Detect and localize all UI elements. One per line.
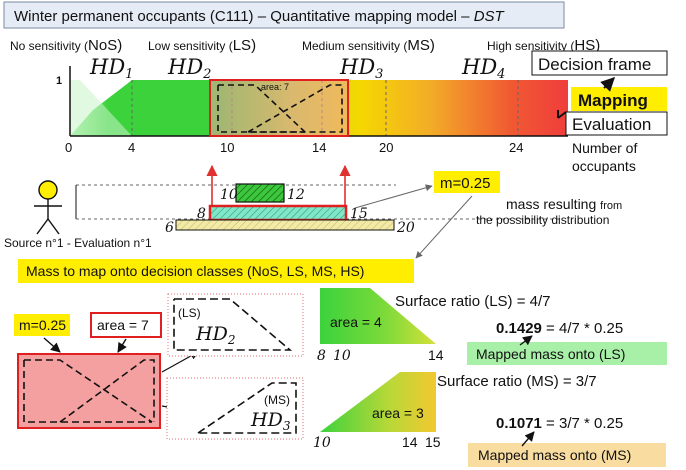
mapped-ms-box <box>468 443 666 467</box>
evaluation-box <box>565 111 668 136</box>
x-tick-4: 4 <box>128 140 135 155</box>
decision-frame-box <box>531 50 668 76</box>
frame-arrow-left <box>557 111 567 119</box>
ms-tag: (MS) <box>264 393 290 407</box>
mass-note-line1: mass resulting from <box>506 196 622 212</box>
arrow-mass-to-rect <box>43 337 61 353</box>
mass-badge <box>434 171 500 193</box>
bar-top-left-value: 10 <box>220 187 238 203</box>
label-low-sensitivity: Low sensitivity (LS) <box>148 37 256 54</box>
ls-tag: (LS) <box>178 306 201 320</box>
label-medium-sensitivity: Medium sensitivity (MS) <box>302 37 435 54</box>
bar-6-20 <box>175 219 395 231</box>
x-axis-label-line2: occupants <box>572 158 636 174</box>
bar-mid-left-value: 8 <box>197 206 206 222</box>
bar-8-15 <box>208 204 348 222</box>
ms-outline-box <box>166 377 304 440</box>
lower-mass-value: m=0.25 <box>19 317 66 333</box>
ls-axis-8: 8 <box>317 348 326 364</box>
mapped-ls-box <box>467 342 667 365</box>
result-ls: 0.1429 = 4/7 * 0.25 <box>496 320 623 337</box>
lower-mass-badge <box>14 314 70 336</box>
label-high-sensitivity: High sensitivity (HS) <box>487 37 600 54</box>
ms-area-label: area = 3 <box>372 405 424 421</box>
mass-rect-ls-diagonal <box>24 359 153 423</box>
ls-axis-14: 14 <box>428 347 444 363</box>
ms-axis-15: 15 <box>425 434 441 450</box>
x-axis-label-line1: Number of <box>572 140 637 156</box>
ms-axis-14: 14 <box>402 434 418 450</box>
title-box <box>3 1 565 29</box>
hd2-dashed-triangle-base <box>217 85 305 133</box>
x-tick-24: 24 <box>509 140 523 155</box>
bar-mid-right-value: 15 <box>350 206 368 222</box>
arrow-to-mass <box>354 184 433 209</box>
hd2-dashed-triangle <box>218 84 306 133</box>
arrow-area-to-rect <box>117 338 127 353</box>
hd1-fade <box>70 80 132 136</box>
area-7-badge <box>90 312 162 338</box>
ms-hd3-label: HD3 <box>250 409 291 433</box>
page-title: Winter permanent occupants (C111) – Quan… <box>14 8 506 25</box>
evaluation-label: Evaluation <box>572 115 651 134</box>
hd3-label: HD3 <box>339 55 383 82</box>
mass-rect-ls-base <box>23 360 152 423</box>
x-tick-0: 0 <box>65 140 72 155</box>
x-tick-14: 14 <box>312 140 326 155</box>
arrow-mass-to-mapping <box>415 195 473 259</box>
frame-arrow-up <box>600 77 615 92</box>
source-label: Source n°1 - Evaluation n°1 <box>4 236 152 250</box>
mapping-heading: Mass to map onto decision classes (NoS, … <box>26 263 364 279</box>
x-tick-20: 20 <box>379 140 393 155</box>
label-no-sensitivity: No sensitivity (NoS) <box>10 37 122 54</box>
ms-outline-triangle <box>197 382 297 434</box>
arrow-mapped-ms <box>521 431 535 447</box>
ms-axis-10: 10 <box>313 435 331 451</box>
ratio-ls: Surface ratio (LS) = 4/7 <box>395 293 551 310</box>
mass-rect-ms-diagonal <box>59 359 155 423</box>
y-tick-1: 1 <box>56 75 62 87</box>
hd4-label: HD4 <box>461 55 505 82</box>
hd1-label: HD1 <box>89 55 133 82</box>
mapped-ms-label: Mapped mass onto (MS) <box>478 447 631 463</box>
arrow-mapped-ls <box>519 335 533 346</box>
x-tick-10: 10 <box>220 140 234 155</box>
decision-frame-label: Decision frame <box>538 55 651 74</box>
result-ms: 0.1071 = 3/7 * 0.25 <box>496 415 623 432</box>
ls-area-label: area = 4 <box>330 314 382 330</box>
mass-note-line2: the possibility distribution <box>476 213 609 227</box>
mapping-label: Mapping <box>578 91 648 110</box>
mass-badge-value: m=0.25 <box>440 175 490 192</box>
ls-hd2-label: HD2 <box>195 323 235 347</box>
ls-axis-10: 10 <box>333 348 351 364</box>
bar-base-left-value: 6 <box>165 220 174 236</box>
hd2-label: HD2 <box>167 55 211 82</box>
hd3-dashed-triangle <box>247 84 343 133</box>
bar-10-12 <box>235 183 285 203</box>
area-7-label: area = 7 <box>97 317 149 333</box>
mass-rectangle <box>17 353 161 429</box>
ms-surface <box>320 372 436 432</box>
area-annotation: area: 7 <box>261 82 289 92</box>
mapping-badge <box>571 87 667 111</box>
bar-base-right-value: 20 <box>396 220 415 236</box>
ratio-ms: Surface ratio (MS) = 3/7 <box>437 373 597 390</box>
source-person-icon <box>34 180 62 235</box>
ls-outline-triangle <box>173 298 293 351</box>
bar-top-right-value: 12 <box>287 187 305 203</box>
mapping-heading-box <box>18 259 414 283</box>
ls-surface <box>320 288 436 344</box>
mapped-ls-label: Mapped mass onto (LS) <box>476 346 625 362</box>
